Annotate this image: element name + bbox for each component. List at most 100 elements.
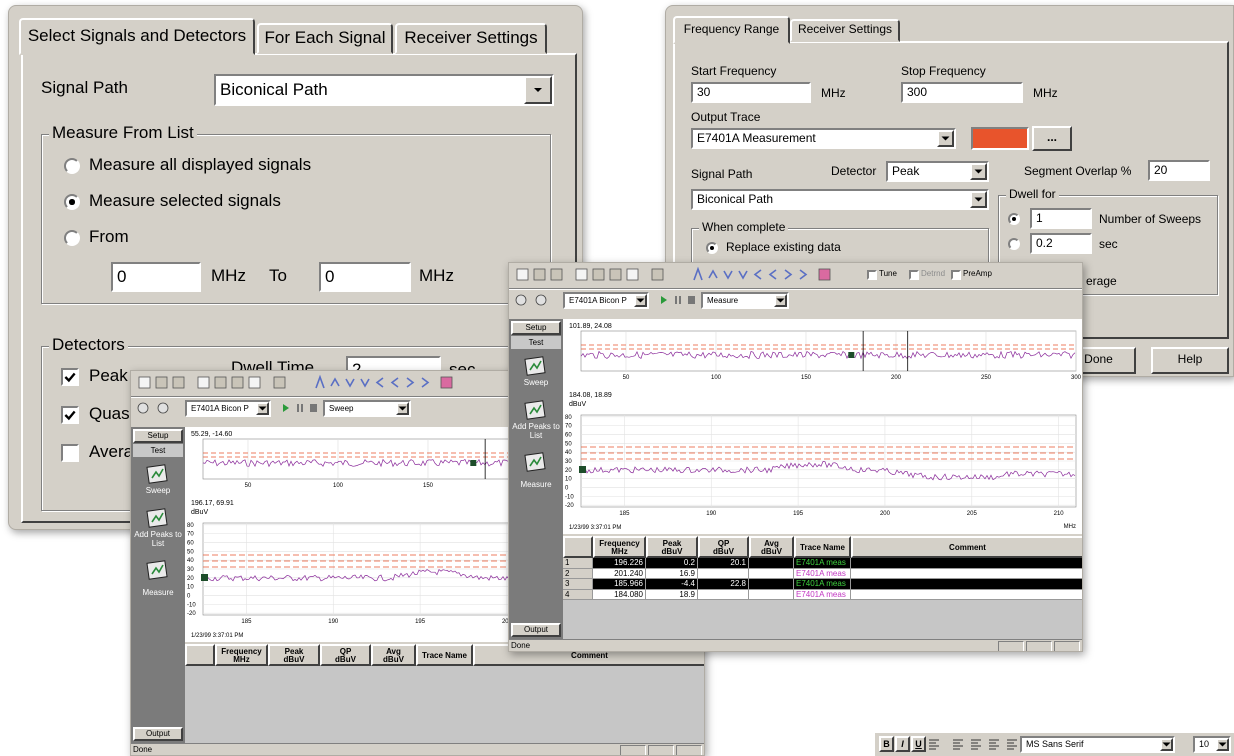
header-cell: Frequency MHz [215,644,268,666]
header-text: Comment [571,651,608,660]
format-button[interactable]: B [879,736,894,752]
x-tick-label: 195 [793,511,804,517]
tab[interactable]: Select Signals and Detectors [19,18,255,55]
checkbox[interactable] [909,270,919,280]
arrow-glyph [1162,742,1171,747]
from-unit: MHz [211,266,246,285]
font-dropdown[interactable]: MS Sans Serif [1020,736,1175,753]
output-trace-dropdown[interactable]: E7401A Measurement [691,128,956,149]
radio-button[interactable] [1008,213,1020,225]
x-tick-label: 210 [1054,511,1065,517]
pause-icon [675,296,677,304]
tab[interactable]: Receiver Settings [395,23,547,54]
mode-dropdown[interactable]: Measure [701,292,789,309]
header-text: Peak [662,539,682,548]
sidebar-button[interactable]: Setup [511,321,561,335]
arrow-triangle [1162,742,1171,747]
header-text: Peak [284,647,304,656]
dropdown-arrow[interactable] [634,294,647,307]
trace-color-swatch[interactable] [971,127,1029,150]
radio-button[interactable] [64,158,80,174]
sidebar-button[interactable]: Setup [133,429,183,443]
mode-dropdown[interactable]: Sweep [323,400,411,417]
dialog-button[interactable]: Help [1151,347,1229,374]
sidebar-label[interactable]: Measure [142,588,174,597]
from-input[interactable]: 0 [111,262,201,292]
format-button[interactable]: I [895,736,910,752]
checkbox[interactable] [61,406,79,424]
detail-readout: 196.17, 69.91 [191,500,234,507]
sidebar-label[interactable]: Sweep [523,378,549,387]
radio-button[interactable] [64,194,80,210]
dropdown-arrow[interactable] [970,163,987,180]
sidebar-button[interactable]: Output [133,727,183,741]
stop-input[interactable]: 300 [901,82,1023,103]
format-button[interactable]: U [911,736,926,752]
seconds-input[interactable]: 0.2 [1030,233,1092,254]
to-input[interactable]: 0 [319,262,411,292]
table-cell: E7401A meas [794,589,851,600]
dropdown-arrow[interactable] [1216,738,1229,751]
sidebar-label[interactable]: Measure [520,480,552,489]
tab[interactable]: Frequency Range [673,16,790,44]
dropdown-arrow[interactable] [256,402,269,415]
sweeps-input[interactable]: 1 [1030,208,1092,229]
radio-button[interactable] [1008,238,1020,250]
x-tick-label: 50 [245,483,252,489]
table-cell: 0.2 [646,558,698,569]
check-glyph [64,410,76,421]
toolbar-icon [515,294,527,306]
y-tick-label: 30 [565,459,572,465]
checkbox[interactable] [867,270,877,280]
table-cell: 184.080 [593,589,646,600]
x-tick-label: 50 [623,375,630,381]
sidebar-label[interactable]: Add Peaks to List [512,422,560,440]
start-input[interactable]: 30 [691,82,811,103]
status-panel [1054,641,1080,651]
dropdown-arrow[interactable] [970,191,987,208]
x-tick-label: 200 [880,511,891,517]
checkbox[interactable] [61,444,79,462]
checkbox[interactable] [61,368,79,386]
receiver-dropdown[interactable]: E7401A Bicon P [563,292,649,309]
dropdown-arrow[interactable] [774,294,787,307]
x-tick-label: 185 [619,511,630,517]
tab[interactable]: Receiver Settings [790,19,900,42]
tab[interactable]: For Each Signal [257,23,393,54]
signal-path-dropdown[interactable]: Biconical Path [214,74,554,106]
radio-button[interactable] [64,230,80,246]
status-bar [509,639,1082,651]
detector-dropdown[interactable]: Peak [886,161,989,182]
arrow-triangle [941,136,950,141]
status-panel [998,641,1024,651]
dropdown-arrow[interactable] [524,76,552,104]
marker [470,460,477,466]
option-label: Tune [879,269,897,278]
arrow-glyph [974,197,983,202]
arrow-glyph [941,136,950,141]
dropdown-arrow[interactable] [1160,738,1173,751]
header-text: dBuV [283,655,305,664]
row-number: 2 [563,568,593,579]
sidebar-label[interactable]: Sweep [145,486,171,495]
signal-path-dropdown[interactable]: Biconical Path [691,189,989,210]
size-dropdown[interactable]: 10 [1193,736,1231,753]
check-mark [64,372,76,383]
color-button[interactable]: ... [1032,126,1072,151]
peak-table: Frequency MHz Peak dBuV QP dBuV Avg dBuV Trace N… [563,536,1082,639]
dropdown-arrow[interactable] [937,130,954,147]
checkbox[interactable] [951,270,961,280]
arrow-triangle [776,298,785,303]
marker [201,574,208,581]
radio-button[interactable] [706,242,718,254]
sidebar-label[interactable]: Add Peaks to List [134,530,182,548]
overlap-input[interactable]: 20 [1148,160,1210,181]
toolbar-icon [155,376,168,389]
icon-glyph [151,564,164,575]
sidebar-button[interactable]: Output [511,623,561,637]
main-toolbar [516,266,831,281]
dropdown-arrow[interactable] [396,402,409,415]
receiver-dropdown[interactable]: E7401A Bicon P [185,400,271,417]
table-cell [698,589,749,600]
